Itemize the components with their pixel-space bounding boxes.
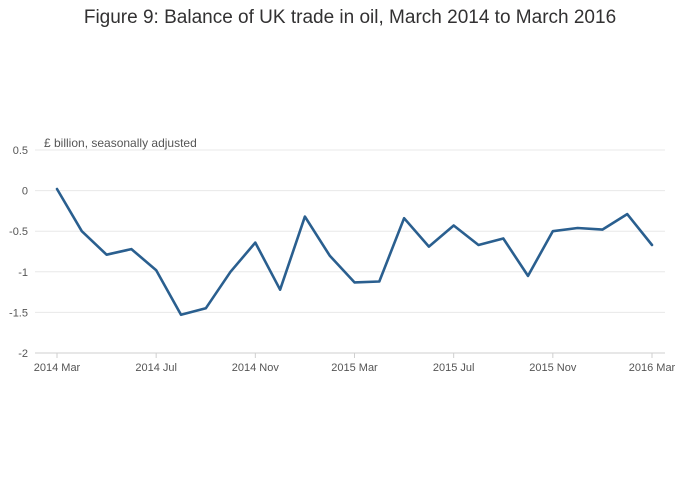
x-tick-label: 2015 Mar (331, 362, 378, 374)
data-point[interactable] (599, 227, 605, 233)
x-tick-label: 2015 Nov (529, 362, 577, 374)
y-axis-unit-label: £ billion, seasonally adjusted (44, 136, 197, 150)
chart-title: Figure 9: Balance of UK trade in oil, Ma… (83, 7, 617, 28)
data-point[interactable] (376, 279, 382, 285)
data-point[interactable] (401, 215, 407, 221)
data-point[interactable] (550, 228, 556, 234)
data-point[interactable] (79, 228, 85, 234)
data-point[interactable] (203, 305, 209, 311)
x-tick-label: 2016 Mar (629, 362, 676, 374)
x-tick-label: 2014 Nov (232, 362, 280, 374)
data-point[interactable] (649, 242, 655, 248)
y-axis-ticks: 0.5 0 -0.5 -1 -1.5 -2 (9, 145, 28, 360)
series-oil-trade-balance (54, 186, 655, 318)
x-tick-label: 2014 Mar (34, 362, 81, 374)
gridlines (35, 149, 665, 354)
data-point[interactable] (252, 240, 258, 246)
data-point[interactable] (128, 246, 134, 252)
data-point[interactable] (54, 186, 60, 192)
data-point[interactable] (500, 236, 506, 242)
x-axis-ticks: 2014 Mar 2014 Jul 2014 Nov 2015 Mar 2015 Jul… (34, 353, 676, 374)
series-line (55, 187, 654, 317)
data-point[interactable] (451, 223, 457, 229)
data-point[interactable] (426, 244, 432, 250)
data-point[interactable] (104, 252, 110, 258)
data-point[interactable] (475, 242, 481, 248)
x-tick-label: 2014 Jul (135, 362, 177, 374)
y-tick-label: -1.5 (9, 307, 28, 319)
data-point[interactable] (302, 214, 308, 220)
y-tick-label: -0.5 (9, 226, 28, 238)
data-point[interactable] (178, 312, 184, 318)
data-point[interactable] (525, 273, 531, 279)
y-tick-label: 0 (22, 186, 28, 198)
y-tick-label: -2 (18, 348, 28, 360)
data-point[interactable] (277, 287, 283, 293)
y-tick-label: 0.5 (13, 145, 28, 157)
data-point[interactable] (327, 253, 333, 259)
data-point[interactable] (575, 225, 581, 231)
data-point[interactable] (153, 267, 159, 273)
data-point[interactable] (228, 269, 234, 275)
x-tick-label: 2015 Jul (433, 362, 475, 374)
data-point[interactable] (624, 211, 630, 217)
data-point[interactable] (352, 279, 358, 285)
y-tick-label: -1 (18, 267, 28, 279)
